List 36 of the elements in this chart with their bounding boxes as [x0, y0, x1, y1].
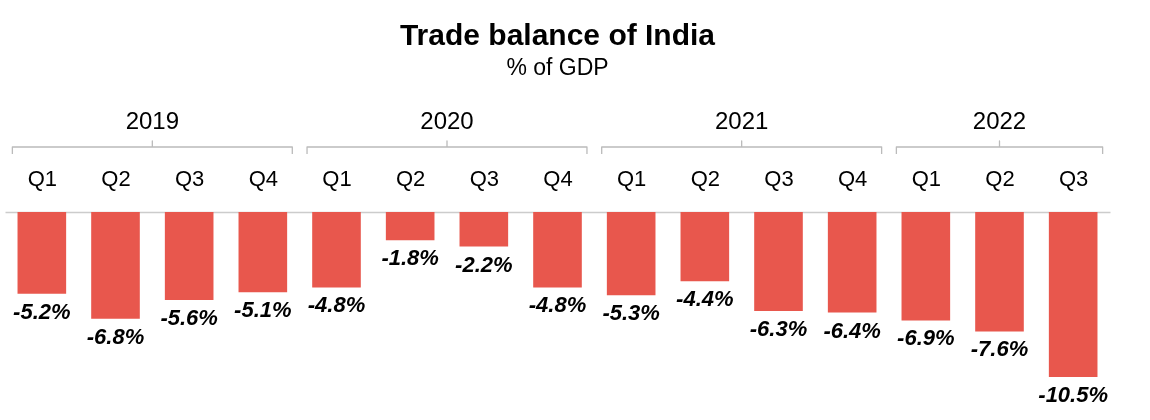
- x-tick-label: Q2: [985, 165, 1015, 191]
- x-tick-label: Q3: [764, 165, 794, 191]
- data-label: -4.8%: [307, 292, 366, 318]
- x-tick-label: Q2: [690, 165, 721, 191]
- data-label: -2.2%: [455, 251, 513, 277]
- data-label: -6.3%: [749, 316, 808, 341]
- data-label: -6.4%: [823, 317, 881, 343]
- x-tick-label: Q2: [101, 165, 131, 191]
- data-label: -5.3%: [602, 300, 660, 326]
- x-tick-label: Q1: [322, 165, 352, 191]
- text: 2019: [125, 107, 180, 134]
- data-label: -5.2%: [13, 298, 71, 324]
- data-label: -6.8%: [86, 323, 145, 349]
- chart-title: Trade balance of India: [399, 18, 716, 51]
- x-tick-label: Q3: [174, 165, 205, 191]
- x-tick-label: Q1: [616, 165, 647, 191]
- x-tick-label: Q4: [543, 165, 573, 191]
- x-tick-label: Q1: [27, 165, 58, 191]
- x-tick-label: Q1: [911, 165, 942, 191]
- data-label: -5.1%: [234, 297, 292, 323]
- x-tick-label: Q2: [395, 165, 426, 191]
- x-tick-label: Q3: [469, 165, 500, 191]
- data-label: -7.6%: [970, 336, 1029, 362]
- data-label: -6.9%: [897, 325, 955, 351]
- x-tick-label: Q3: [1058, 165, 1089, 191]
- text: 2021: [714, 107, 769, 134]
- x-tick-label: Q4: [248, 165, 279, 191]
- data-label: -4.8%: [528, 292, 587, 318]
- chart-subtitle: % of GDP: [506, 54, 609, 80]
- x-tick-label: Q4: [837, 165, 868, 191]
- data-label: -10.5%: [1038, 382, 1109, 407]
- data-label: -5.6%: [160, 305, 218, 330]
- data-label: -1.8%: [381, 245, 439, 271]
- data-label: -4.4%: [676, 286, 734, 312]
- text: 2022: [972, 107, 1027, 134]
- text: 2020: [420, 107, 474, 134]
